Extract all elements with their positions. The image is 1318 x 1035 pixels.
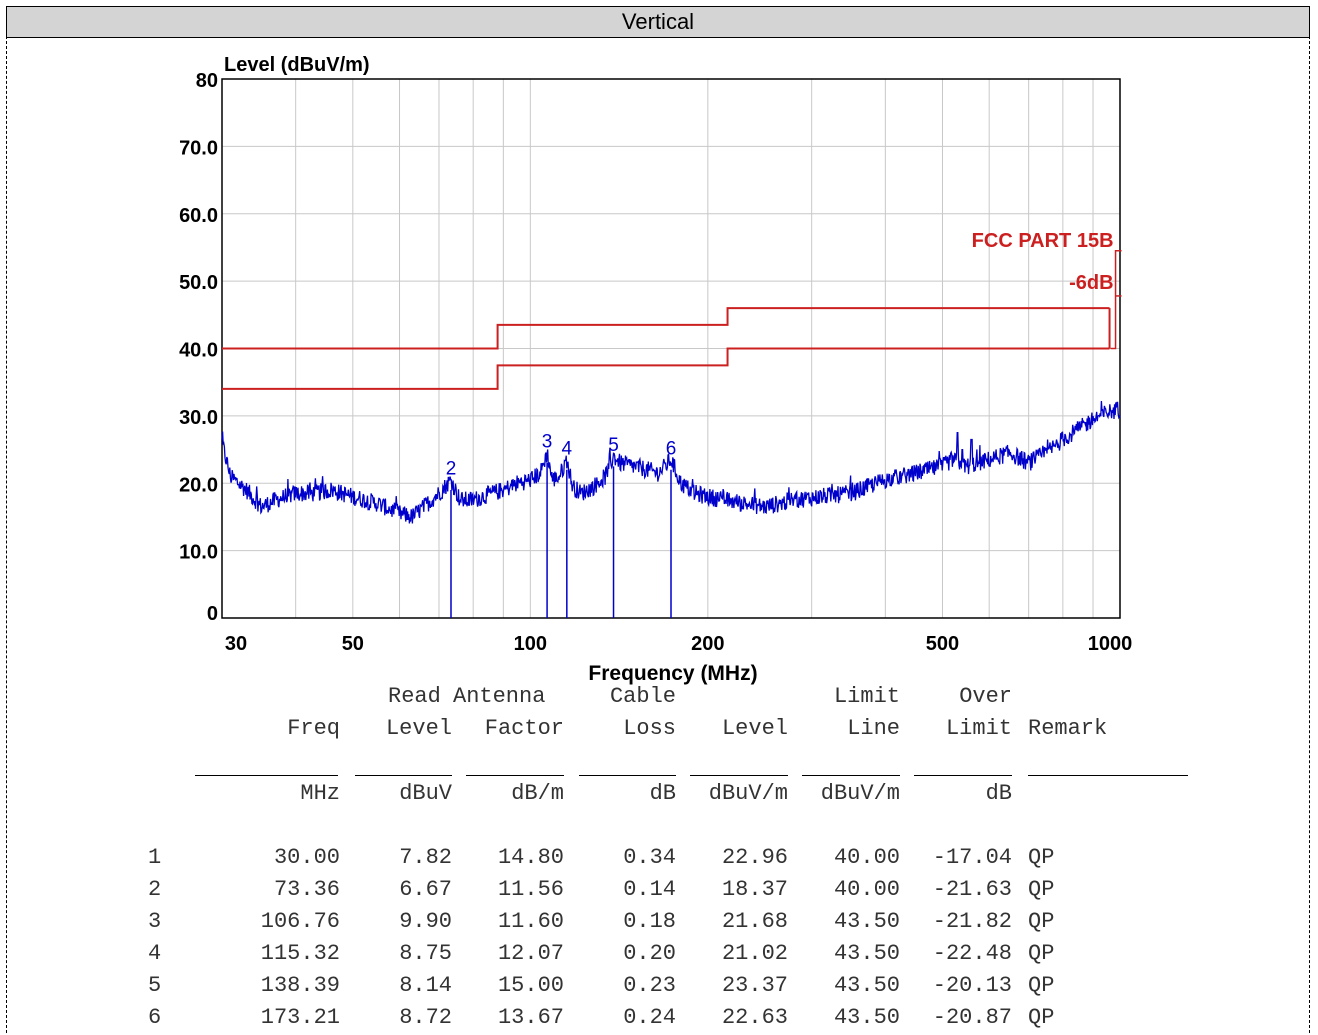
limit-label-bracket: [1110, 250, 1122, 350]
y-tick-label: 10.0: [179, 542, 218, 564]
emission-trace: [221, 400, 1121, 524]
y-tick-label: 60.0: [179, 205, 218, 227]
x-tick-label: 100: [514, 633, 547, 655]
x-tick-label: 500: [926, 633, 959, 655]
limit-line: [222, 307, 1110, 350]
x-tick-label: 50: [342, 633, 364, 655]
limit-label-fcc: FCC PART 15B: [972, 230, 1114, 252]
x-tick-label: 200: [691, 633, 724, 655]
y-tick-label: 0: [207, 603, 218, 625]
limit-label-margin: -6dB: [1069, 272, 1113, 294]
y-tick-label: 30.0: [179, 407, 218, 429]
marker-label: 5: [608, 435, 619, 456]
y-tick-label: 50.0: [179, 272, 218, 294]
y-axis-label: Level (dBuV/m): [224, 54, 370, 76]
x-tick-label: 1000: [1088, 633, 1133, 655]
marker-label: 3: [542, 432, 553, 453]
y-tick-label: 40.0: [179, 340, 218, 362]
x-tick-label: 30: [225, 633, 247, 655]
panel-header: Vertical: [6, 6, 1310, 38]
marker-label: 2: [446, 458, 457, 479]
marker-label: 6: [666, 438, 677, 459]
y-tick-label: 70.0: [179, 137, 218, 159]
emission-chart: 0 10.0 20.0 30.0 40.0 50.0 60.0 70.0 80 30 50 100 20…: [179, 54, 1133, 685]
y-tick-label: 80: [196, 70, 218, 92]
marker-label: 4: [562, 438, 573, 459]
x-axis-label: Frequency (MHz): [588, 662, 757, 685]
limit-line: [222, 347, 1110, 390]
y-tick-label: 20.0: [179, 474, 218, 496]
